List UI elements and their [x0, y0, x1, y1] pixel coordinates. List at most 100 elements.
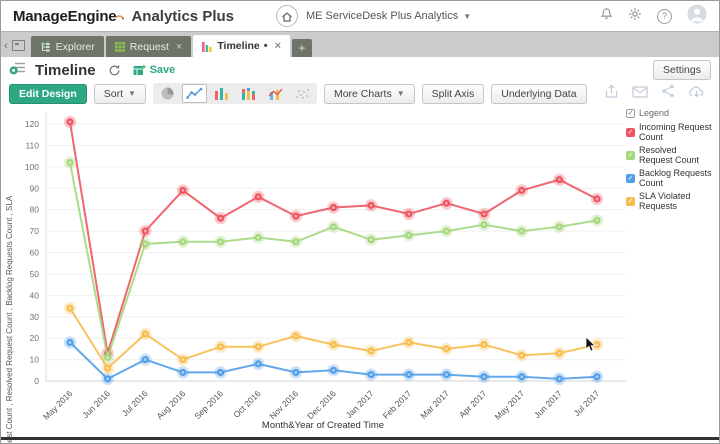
- new-tab-button[interactable]: +: [292, 39, 313, 57]
- svg-text:90: 90: [30, 183, 40, 193]
- data-point-center: [369, 238, 373, 242]
- data-point-center: [332, 368, 335, 372]
- data-point-center: [557, 225, 561, 229]
- refresh-icon[interactable]: [108, 64, 121, 77]
- svg-text:Jul 2017: Jul 2017: [572, 388, 602, 418]
- more-charts-button[interactable]: More Charts ▼: [323, 83, 415, 104]
- svg-text:Apr 2017: Apr 2017: [457, 388, 489, 420]
- series-checkbox[interactable]: ✓: [626, 127, 635, 137]
- view-list-icon[interactable]: [9, 60, 26, 80]
- data-point-center: [181, 188, 185, 192]
- data-point-center: [407, 212, 411, 216]
- line-chart-icon[interactable]: [181, 84, 207, 103]
- series-resolved-request-count[interactable]: [63, 156, 604, 364]
- tab-strip: ‹ Explorer Request × Timeline • × +: [1, 31, 719, 57]
- data-point-center: [143, 229, 147, 233]
- notifications-bell-icon[interactable]: [600, 7, 613, 26]
- data-point-center: [332, 225, 335, 229]
- cloud-download-icon[interactable]: [688, 85, 705, 103]
- view-title-bar: Timeline Save Settings: [1, 57, 719, 83]
- grid-icon: [114, 41, 125, 52]
- legend-item[interactable]: ✓ Incoming Request Count: [626, 122, 712, 142]
- data-point-center: [595, 375, 599, 379]
- tab-explorer[interactable]: Explorer: [30, 36, 104, 57]
- combo-chart-icon[interactable]: [263, 84, 288, 103]
- sort-button[interactable]: Sort ▼: [93, 83, 146, 104]
- settings-button[interactable]: Settings: [653, 60, 711, 80]
- legend-item[interactable]: ✓ Backlog Requests Count: [626, 168, 712, 188]
- tab-scroll-left-icon[interactable]: ‹: [4, 40, 8, 52]
- svg-text:110: 110: [25, 140, 39, 150]
- legend-header[interactable]: ✓ Legend: [626, 108, 712, 118]
- chart-type-group: [152, 83, 317, 104]
- workspace-selector[interactable]: ME ServiceDesk Plus Analytics ▼: [306, 10, 471, 22]
- data-point-center: [557, 178, 561, 182]
- scatter-chart-icon[interactable]: [290, 84, 315, 103]
- chart-toolbar: Edit Design Sort ▼ More Charts ▼ Split Axi…: [1, 83, 719, 107]
- data-point-center: [520, 353, 524, 357]
- legend-item[interactable]: ✓ Resolved Request Count: [626, 145, 712, 165]
- series-checkbox[interactable]: ✓: [626, 173, 635, 183]
- email-icon[interactable]: [632, 85, 648, 103]
- underlying-data-button[interactable]: Underlying Data: [491, 83, 587, 104]
- tab-label: Request: [129, 40, 169, 53]
- data-point-center: [520, 229, 524, 233]
- legend-item[interactable]: ✓ SLA Violated Requests: [626, 191, 712, 211]
- series-checkbox[interactable]: ✓: [626, 150, 635, 160]
- share-icon[interactable]: [661, 84, 675, 103]
- edit-design-button[interactable]: Edit Design: [9, 83, 87, 104]
- pie-chart-icon[interactable]: [155, 84, 180, 103]
- logo-swoosh-icon: [115, 14, 125, 19]
- data-point-center: [482, 223, 486, 227]
- legend-label: Backlog Requests Count: [639, 168, 712, 188]
- data-point-center: [445, 229, 448, 233]
- data-point-center: [256, 236, 260, 239]
- data-point-center: [219, 240, 222, 244]
- data-point-center: [294, 214, 298, 218]
- help-icon[interactable]: ?: [657, 8, 672, 24]
- chart-legend: ✓ Legend ✓ Incoming Request Count ✓ Resolve…: [626, 108, 712, 214]
- window-bottom-edge: [1, 437, 719, 440]
- svg-text:Dec 2016: Dec 2016: [305, 388, 338, 421]
- data-point-center: [369, 203, 373, 207]
- data-point-center: [143, 358, 147, 361]
- save-icon: [133, 64, 146, 75]
- svg-text:Oct 2016: Oct 2016: [231, 388, 263, 420]
- chart-region: Incoming Request Count , Resolved Reques…: [1, 104, 719, 443]
- settings-gear-icon[interactable]: [628, 7, 642, 26]
- svg-text:Jun 2017: Jun 2017: [532, 388, 564, 420]
- popout-icon[interactable]: [11, 40, 25, 51]
- stacked-bar-chart-icon[interactable]: [236, 84, 261, 103]
- tab-timeline[interactable]: Timeline • ×: [193, 35, 291, 57]
- data-point-center: [445, 373, 448, 376]
- series-incoming-request-count[interactable]: [63, 115, 604, 360]
- logo-text-primary: ManageEngine: [13, 7, 117, 25]
- save-button[interactable]: Save: [133, 64, 175, 76]
- legend-title: Legend: [639, 108, 670, 118]
- bar-chart-icon[interactable]: [209, 84, 234, 103]
- publish-icon[interactable]: [604, 83, 619, 104]
- data-point-center: [106, 377, 110, 381]
- data-point-center: [520, 188, 524, 192]
- home-icon[interactable]: [276, 5, 298, 27]
- svg-text:Aug 2016: Aug 2016: [155, 388, 188, 421]
- user-avatar[interactable]: [687, 4, 707, 29]
- tab-request[interactable]: Request ×: [105, 36, 192, 57]
- legend-checkbox[interactable]: ✓: [626, 108, 635, 118]
- data-point-center: [369, 349, 373, 353]
- split-axis-button[interactable]: Split Axis: [421, 83, 485, 104]
- close-tab-icon[interactable]: ×: [274, 40, 282, 52]
- series-backlog-requests-count[interactable]: [63, 336, 604, 386]
- data-point-center: [595, 343, 599, 346]
- svg-text:10: 10: [30, 355, 40, 365]
- unsaved-dot: •: [263, 40, 268, 52]
- data-point-center: [68, 341, 72, 344]
- series-checkbox[interactable]: ✓: [626, 196, 635, 206]
- series-sla-violated-requests[interactable]: [63, 301, 604, 375]
- data-point-center: [520, 375, 524, 379]
- caret-down-icon: ▼: [463, 11, 472, 21]
- svg-text:May 2016: May 2016: [41, 388, 75, 422]
- close-tab-icon[interactable]: ×: [175, 40, 183, 53]
- data-point-center: [219, 216, 222, 220]
